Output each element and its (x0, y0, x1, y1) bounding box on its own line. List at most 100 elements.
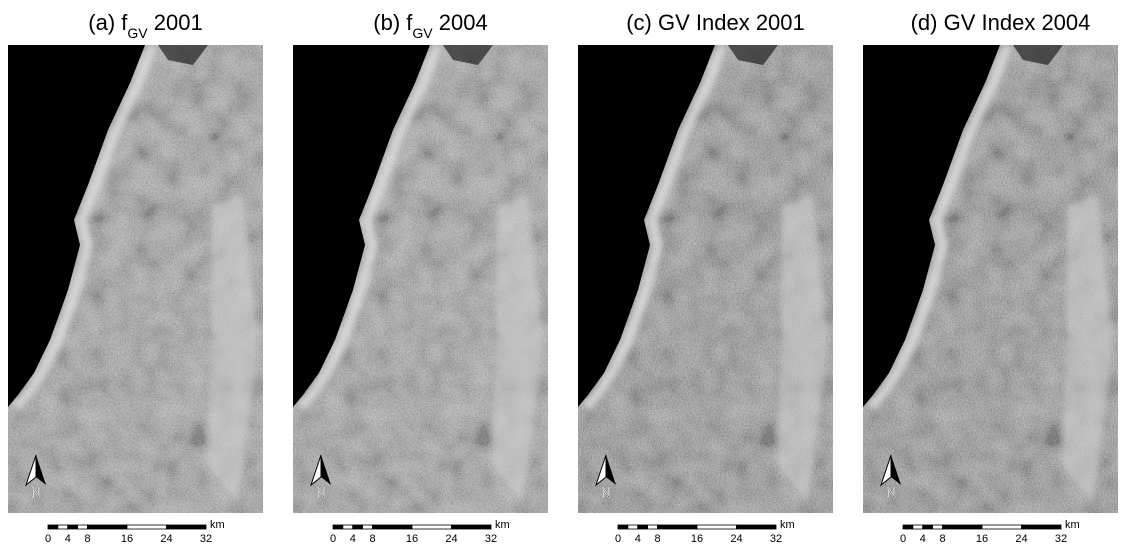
scale-tick-label: 8 (939, 533, 945, 545)
scale-tick-label: 32 (1055, 533, 1067, 545)
east-edge-clearing (208, 195, 258, 505)
scale-unit: km (780, 519, 795, 531)
scale-tick-label: 16 (691, 533, 703, 545)
panel: (d) GV Index 2004 N 0 4 8 16 24 32 km (863, 10, 1118, 545)
scale-tick-label: 0 (45, 533, 51, 545)
north-arrow-right (891, 455, 901, 485)
panel-title: (d) GV Index 2004 (911, 10, 1091, 35)
scale-segment (981, 524, 1022, 530)
scale-tick-label: 0 (900, 533, 906, 545)
scale-segment (451, 524, 492, 530)
title-subscript: GV (127, 25, 148, 41)
coast-highlight (582, 45, 728, 411)
ne-dark (443, 45, 493, 65)
north-label: N (31, 485, 40, 500)
north-label: N (316, 485, 325, 500)
scale-tick-label: 4 (920, 533, 926, 545)
north-arrow-right (321, 455, 331, 485)
scale-segment (1021, 524, 1062, 530)
scale-segment (87, 524, 128, 530)
sea (578, 45, 715, 407)
scale-tick-label: 4 (635, 533, 641, 545)
scale-segment (47, 524, 59, 530)
sea (863, 45, 1000, 407)
coast-highlight (12, 45, 158, 411)
north-label: N (886, 485, 895, 500)
satellite-image (578, 45, 833, 513)
scale-segment (647, 524, 658, 530)
scale-tick-label: 0 (615, 533, 621, 545)
scale-segment (342, 524, 354, 530)
scale-unit: km (1065, 519, 1080, 531)
scale-tick-label: 24 (730, 533, 742, 545)
ne-dark (158, 45, 208, 65)
scale-tick-label: 24 (160, 533, 172, 545)
scale-segment (372, 524, 413, 530)
east-edge-clearing (778, 195, 828, 505)
coast-highlight (297, 45, 443, 411)
scale-tick-label: 16 (406, 533, 418, 545)
ne-dark (1013, 45, 1063, 65)
north-arrow-right (606, 455, 616, 485)
panel: (b) fGV 2004 N 0 4 8 16 24 32 km (293, 10, 548, 545)
scale-segment (166, 524, 207, 530)
scale-tick-label: 8 (654, 533, 660, 545)
scale-unit: km (210, 519, 225, 531)
ne-dark (728, 45, 778, 65)
scale-tick-label: 8 (369, 533, 375, 545)
east-edge-clearing (1063, 195, 1113, 505)
scale-unit: km (495, 519, 510, 531)
scale-tick-label: 16 (121, 533, 133, 545)
scale-segment (67, 524, 79, 530)
scale-segment (362, 524, 373, 530)
scale-tick-label: 8 (84, 533, 90, 545)
satellite-image (8, 45, 263, 513)
scale-tick-label: 4 (350, 533, 356, 545)
scale-tick-label: 16 (976, 533, 988, 545)
panel: (a) fGV 2001 N 0 4 8 16 24 32 km (8, 10, 263, 545)
title-text: (d) GV Index 2004 (911, 10, 1091, 35)
scale-segment (617, 524, 629, 530)
scale-tick-label: 24 (1015, 533, 1027, 545)
panel-title: (a) fGV 2001 (88, 10, 202, 41)
scale-tick-label: 0 (330, 533, 336, 545)
scale-segment (57, 524, 69, 530)
scale-segment (696, 524, 737, 530)
scale-tick-label: 32 (200, 533, 212, 545)
scale-segment (902, 524, 914, 530)
scale-segment (627, 524, 639, 530)
panel: (c) GV Index 2001 N 0 4 8 16 24 32 km (578, 10, 833, 545)
title-text: (a) f (88, 10, 128, 35)
scale-tick-label: 24 (445, 533, 457, 545)
satellite-image (863, 45, 1118, 513)
scale-tick-label: 32 (485, 533, 497, 545)
title-text: (b) f (373, 10, 413, 35)
scale-segment (922, 524, 934, 530)
north-arrow-right (36, 455, 46, 485)
scale-segment (736, 524, 777, 530)
scale-segment (352, 524, 364, 530)
scale-segment (637, 524, 649, 530)
title-subscript: GV (412, 25, 433, 41)
north-label: N (601, 485, 610, 500)
scale-segment (77, 524, 88, 530)
scale-tick-label: 4 (65, 533, 71, 545)
scale-segment (126, 524, 167, 530)
panel-title: (c) GV Index 2001 (626, 10, 805, 35)
east-edge-clearing (493, 195, 543, 505)
satellite-image (293, 45, 548, 513)
panel-title: (b) fGV 2004 (373, 10, 487, 41)
scale-tick-label: 32 (770, 533, 782, 545)
title-text: 2001 (148, 10, 203, 35)
sea (8, 45, 145, 407)
sea (293, 45, 430, 407)
scale-segment (932, 524, 943, 530)
title-text: 2004 (433, 10, 488, 35)
scale-segment (912, 524, 924, 530)
coast-highlight (867, 45, 1013, 411)
scale-segment (657, 524, 698, 530)
scale-segment (332, 524, 344, 530)
scale-segment (942, 524, 983, 530)
scale-segment (411, 524, 452, 530)
